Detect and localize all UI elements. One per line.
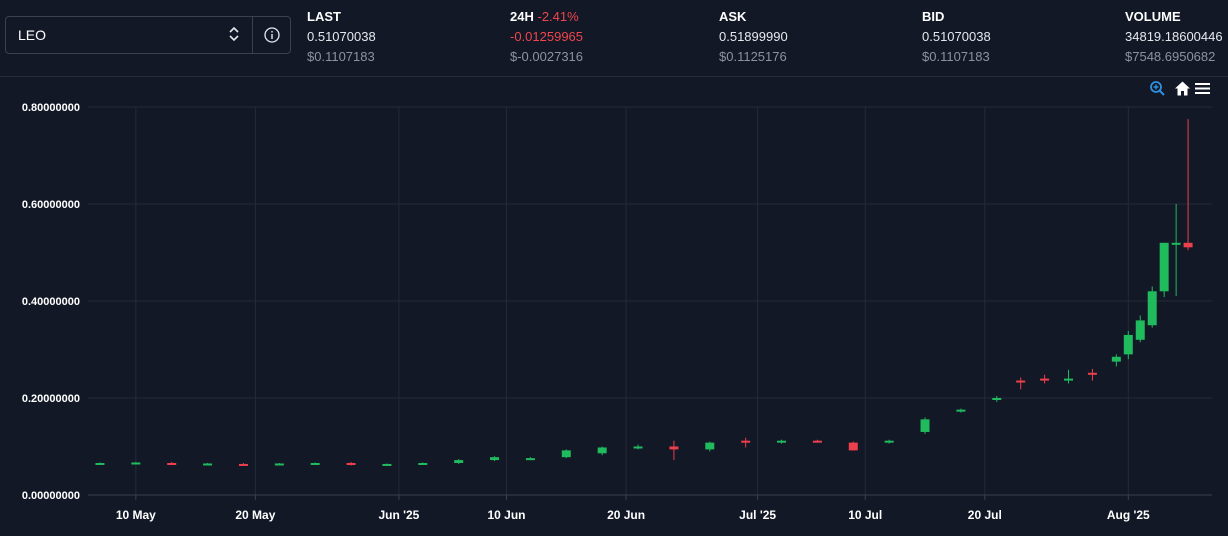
y-tick-label: 0.60000000 [22,199,80,211]
candle-body [490,457,500,461]
candle-body [167,462,177,465]
candle-body [1159,242,1169,292]
candle-body [561,450,571,458]
x-tick-label: 20 Jun [607,508,645,522]
candle-body [1123,334,1133,355]
stat-last-usd: $0.1107183 [307,49,375,64]
candle-body [382,463,392,466]
stat-ask: ASK 0.51899990 $0.1125176 [719,8,788,67]
candle-body [1147,291,1157,326]
stat-volume: VOLUME 34819.18600446 $7548.6950682 [1125,8,1223,67]
x-tick-label: 10 May [116,508,156,522]
candle-body [525,458,535,461]
stat-ask-usd: $0.1125176 [719,49,787,64]
y-tick-label: 0.20000000 [22,393,80,405]
chevron-up-down-icon [228,25,240,48]
candle-body [310,462,320,465]
candle-body [418,462,428,465]
candle-body [669,446,679,450]
candle-body [633,446,643,449]
candle-body [812,440,822,443]
stat-ask-value: 0.51899990 [719,29,788,44]
candle-body [777,440,787,443]
stat-ask-label: ASK [719,9,747,24]
info-button[interactable] [253,17,291,53]
candle-body [1111,356,1121,362]
x-tick-label: Jul '25 [739,508,776,522]
x-tick-label: 10 Jun [488,508,526,522]
home-icon[interactable] [1174,80,1191,102]
menu-icon[interactable] [1194,80,1211,102]
candle-body [920,419,930,432]
candle-body [956,409,966,412]
stat-bid: BID 0.51070038 $0.1107183 [922,8,991,67]
stat-24h-percent: -2.41% [537,9,579,24]
y-tick-label: 0.80000000 [22,102,80,114]
candle-body [705,442,715,450]
candle-body [238,463,248,466]
candle-body [1135,320,1145,340]
zoom-in-icon[interactable] [1149,80,1166,102]
info-icon [264,27,280,43]
stat-bid-value: 0.51070038 [922,29,991,44]
candle-body [1040,378,1050,381]
candle-body [131,462,141,465]
stat-volume-value: 34819.18600446 [1125,29,1223,44]
candle-body [848,442,858,451]
candle-body [95,462,105,465]
x-tick-label: Jun '25 [378,508,419,522]
stat-bid-label: BID [922,9,945,24]
stat-24h: 24H -2.41% -0.01259965 $-0.0027316 [510,8,583,67]
candlestick-chart[interactable]: 0.00000000 0.20000000 0.40000000 0.60000000… [0,77,1228,536]
header-divider [0,76,1228,77]
candle-body [346,462,356,465]
stat-24h-value: -0.01259965 [510,29,584,44]
x-tick-label: Aug '25 [1107,508,1150,522]
stat-volume-usd: $7548.6950682 [1125,49,1216,64]
stat-24h-usd: $-0.0027316 [510,49,584,64]
candle-body [274,463,284,466]
stat-last-value: 0.51070038 [307,29,376,44]
x-tick-label: 10 Jul [848,508,882,522]
pair-selected-value: LEO [18,27,47,43]
candle-body [1064,378,1074,381]
pair-dropdown[interactable]: LEO [6,17,253,53]
candle-body [203,463,213,466]
x-tick-label: 20 Jul [968,508,1002,522]
y-tick-label: 0.40000000 [22,296,80,308]
candle-body [1087,372,1097,375]
pair-selector[interactable]: LEO [5,16,291,54]
stat-24h-label: 24H [510,9,534,24]
candle-body [992,398,1002,400]
candle-body [1171,242,1181,245]
candle-body [741,440,751,443]
candle-body [454,460,464,463]
stat-last: LAST 0.51070038 $0.1107183 [307,8,376,67]
stat-last-label: LAST [307,9,341,24]
candle-body [1183,242,1193,248]
candle-body [1016,380,1026,383]
x-tick-label: 20 May [235,508,275,522]
stat-bid-usd: $0.1107183 [922,49,990,64]
candle-body [884,440,894,443]
candle-body [597,447,607,454]
y-tick-label: 0.00000000 [22,490,80,502]
stat-volume-label: VOLUME [1125,9,1181,24]
